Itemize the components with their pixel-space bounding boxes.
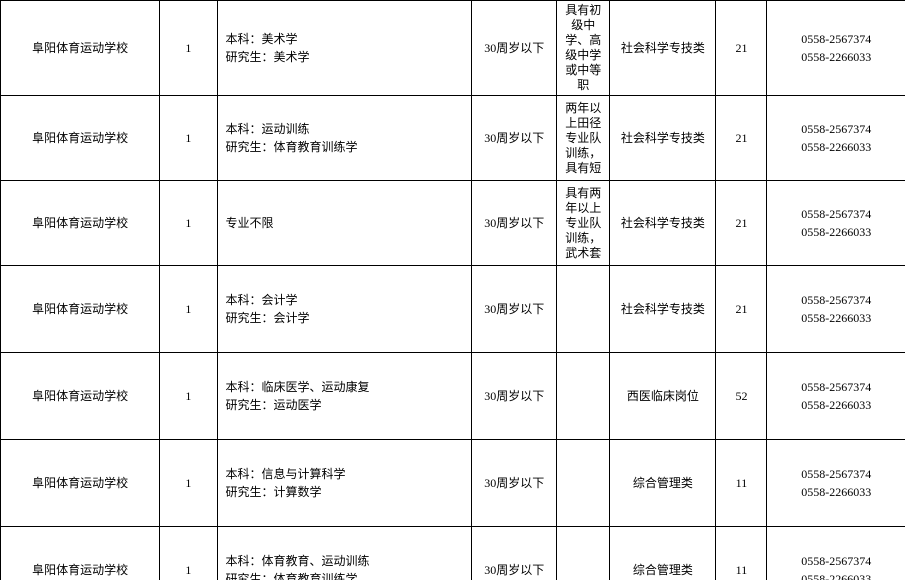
cell-school: 阜阳体育运动学校 <box>1 353 160 440</box>
cell-age: 30周岁以下 <box>472 266 557 353</box>
cell-school: 阜阳体育运动学校 <box>1 181 160 266</box>
cell-school: 阜阳体育运动学校 <box>1 96 160 181</box>
cell-major: 专业不限 <box>217 181 472 266</box>
cell-code: 21 <box>716 181 767 266</box>
cell-phone: 0558-25673740558-2266033 <box>767 266 905 353</box>
cell-major: 本科：运动训练研究生：体育教育训练学 <box>217 96 472 181</box>
cell-code: 21 <box>716 266 767 353</box>
table-row: 阜阳体育运动学校1本科：体育教育、运动训练研究生：体育教育训练学30周岁以下综合… <box>1 527 905 580</box>
cell-req: 具有初级中学、高级中学或中等职 <box>557 1 610 96</box>
table-row: 阜阳体育运动学校1本科：运动训练研究生：体育教育训练学30周岁以下两年以上田径专… <box>1 96 905 181</box>
cell-count: 1 <box>160 440 217 527</box>
cell-count: 1 <box>160 1 217 96</box>
cell-count: 1 <box>160 181 217 266</box>
cell-req: 两年以上田径专业队训练，具有短 <box>557 96 610 181</box>
cell-school: 阜阳体育运动学校 <box>1 440 160 527</box>
cell-code: 52 <box>716 353 767 440</box>
cell-category: 综合管理类 <box>610 527 716 580</box>
cell-category: 综合管理类 <box>610 440 716 527</box>
cell-major: 本科：美术学研究生：美术学 <box>217 1 472 96</box>
cell-code: 11 <box>716 527 767 580</box>
cell-category: 西医临床岗位 <box>610 353 716 440</box>
cell-category: 社会科学专技类 <box>610 1 716 96</box>
table-row: 阜阳体育运动学校1本科：信息与计算科学研究生：计算数学30周岁以下综合管理类11… <box>1 440 905 527</box>
cell-phone: 0558-25673740558-2266033 <box>767 440 905 527</box>
cell-req <box>557 266 610 353</box>
cell-phone: 0558-25673740558-2266033 <box>767 96 905 181</box>
cell-category: 社会科学专技类 <box>610 266 716 353</box>
cell-phone: 0558-25673740558-2266033 <box>767 527 905 580</box>
cell-school: 阜阳体育运动学校 <box>1 1 160 96</box>
cell-phone: 0558-25673740558-2266033 <box>767 1 905 96</box>
cell-major: 本科：会计学研究生：会计学 <box>217 266 472 353</box>
cell-category: 社会科学专技类 <box>610 181 716 266</box>
cell-school: 阜阳体育运动学校 <box>1 527 160 580</box>
cell-phone: 0558-25673740558-2266033 <box>767 181 905 266</box>
cell-age: 30周岁以下 <box>472 96 557 181</box>
cell-req: 具有两年以上专业队训练，武术套 <box>557 181 610 266</box>
cell-age: 30周岁以下 <box>472 353 557 440</box>
table-row: 阜阳体育运动学校1本科：会计学研究生：会计学30周岁以下社会科学专技类21055… <box>1 266 905 353</box>
cell-age: 30周岁以下 <box>472 181 557 266</box>
cell-code: 21 <box>716 1 767 96</box>
cell-code: 21 <box>716 96 767 181</box>
cell-school: 阜阳体育运动学校 <box>1 266 160 353</box>
cell-req <box>557 353 610 440</box>
table-row: 阜阳体育运动学校1本科：临床医学、运动康复研究生：运动医学30周岁以下西医临床岗… <box>1 353 905 440</box>
cell-age: 30周岁以下 <box>472 1 557 96</box>
cell-major: 本科：体育教育、运动训练研究生：体育教育训练学 <box>217 527 472 580</box>
cell-req <box>557 527 610 580</box>
cell-code: 11 <box>716 440 767 527</box>
cell-phone: 0558-25673740558-2266033 <box>767 353 905 440</box>
cell-req <box>557 440 610 527</box>
table-row: 阜阳体育运动学校1本科：美术学研究生：美术学30周岁以下具有初级中学、高级中学或… <box>1 1 905 96</box>
cell-count: 1 <box>160 96 217 181</box>
cell-count: 1 <box>160 353 217 440</box>
recruitment-table: 阜阳体育运动学校1本科：美术学研究生：美术学30周岁以下具有初级中学、高级中学或… <box>0 0 905 580</box>
table-row: 阜阳体育运动学校1 专业不限30周岁以下具有两年以上专业队训练，武术套社会科学专… <box>1 181 905 266</box>
cell-major: 本科：临床医学、运动康复研究生：运动医学 <box>217 353 472 440</box>
cell-category: 社会科学专技类 <box>610 96 716 181</box>
cell-count: 1 <box>160 266 217 353</box>
cell-count: 1 <box>160 527 217 580</box>
cell-major: 本科：信息与计算科学研究生：计算数学 <box>217 440 472 527</box>
cell-age: 30周岁以下 <box>472 440 557 527</box>
cell-age: 30周岁以下 <box>472 527 557 580</box>
